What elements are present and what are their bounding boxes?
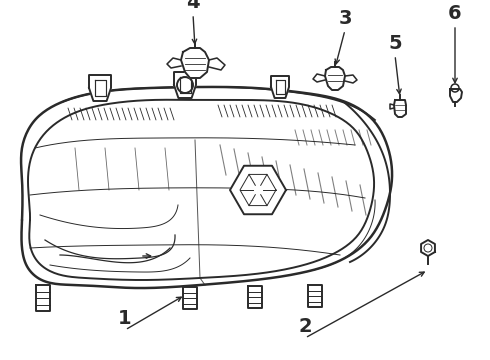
Text: 2: 2: [298, 317, 312, 336]
Polygon shape: [394, 100, 406, 117]
Polygon shape: [230, 166, 286, 214]
Text: 1: 1: [118, 309, 132, 328]
Polygon shape: [271, 76, 289, 98]
Polygon shape: [174, 72, 196, 98]
Polygon shape: [248, 286, 262, 308]
Polygon shape: [450, 89, 462, 102]
Polygon shape: [345, 75, 357, 83]
Text: 3: 3: [338, 9, 352, 28]
Polygon shape: [308, 285, 322, 307]
Polygon shape: [36, 285, 50, 311]
Polygon shape: [421, 240, 435, 256]
Text: 5: 5: [388, 34, 402, 53]
Polygon shape: [89, 75, 111, 101]
Polygon shape: [181, 48, 209, 78]
Polygon shape: [313, 74, 325, 82]
Polygon shape: [325, 67, 345, 90]
Text: 4: 4: [186, 0, 200, 12]
Polygon shape: [183, 287, 197, 309]
Text: 6: 6: [448, 4, 462, 23]
Polygon shape: [167, 58, 181, 68]
Polygon shape: [209, 58, 225, 70]
